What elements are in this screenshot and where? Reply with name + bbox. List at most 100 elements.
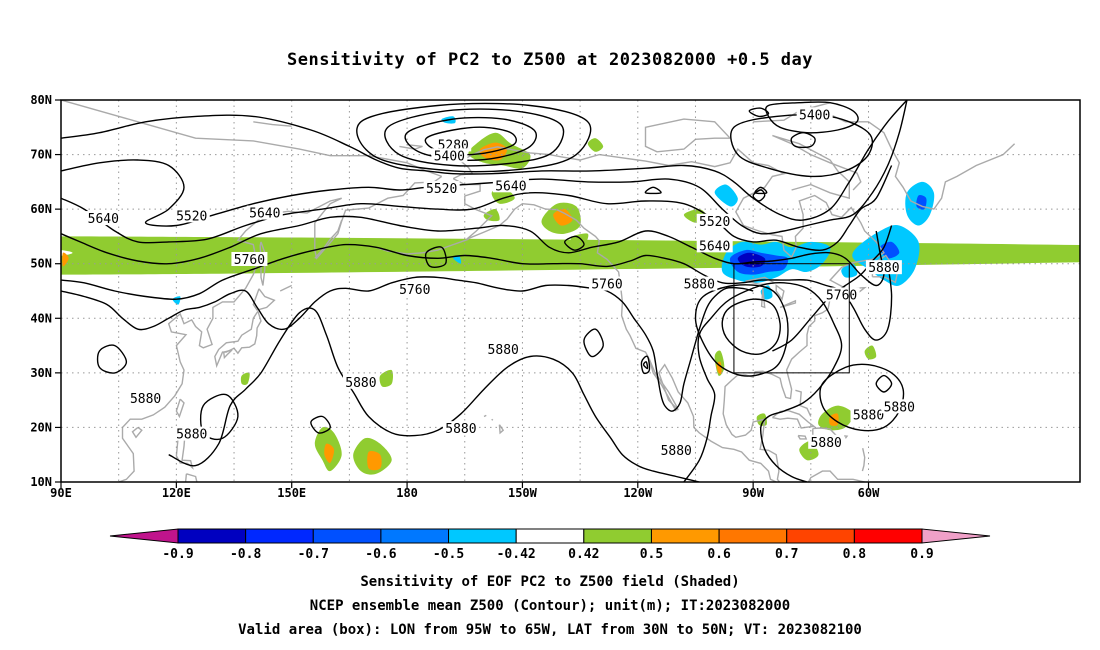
z500-contour-line — [424, 246, 447, 268]
contour-label: 5400 — [799, 108, 830, 123]
colorbar-swatch — [177, 528, 247, 544]
contour-label: 5880 — [868, 261, 899, 276]
lat-tick-label: 30N — [30, 366, 52, 380]
contour-label-bg — [435, 137, 472, 152]
contour-label-bg — [492, 178, 529, 193]
contour-label: 5880 — [130, 392, 161, 407]
coastline — [644, 118, 731, 153]
coastline — [452, 177, 777, 482]
colorbar-label: -0.9 — [162, 547, 193, 562]
z500-contour-line — [694, 284, 789, 377]
map-frame — [60, 99, 1081, 483]
negative-sensitivity-area — [172, 296, 181, 305]
lat-tick-label: 70N — [30, 148, 52, 162]
coastline — [452, 146, 885, 482]
contour-label: 5880 — [488, 343, 519, 358]
coastline — [491, 418, 494, 421]
contour-label-bg — [881, 399, 918, 414]
coastline — [61, 100, 442, 178]
lon-tick-label: 60W — [858, 486, 880, 500]
colorbar-swatch — [448, 528, 517, 544]
caption-line-2: NCEP ensemble mean Z500 (Contour); unit(… — [309, 598, 791, 614]
coastline — [314, 219, 343, 259]
z500-contour-line — [384, 108, 565, 167]
positive-sensitivity-core — [553, 208, 573, 226]
graticule — [61, 100, 1080, 482]
contour-label-bg — [589, 276, 626, 291]
z500-contour-line — [564, 235, 585, 251]
coastlines — [61, 100, 1016, 482]
lat-tick-label: 40N — [30, 311, 52, 325]
contour-label-bg — [173, 426, 210, 441]
negative-sensitivity-area — [714, 184, 738, 207]
coastline — [648, 359, 677, 412]
sensitivity-shading — [61, 116, 1080, 475]
colorbar-label: -0.8 — [230, 547, 261, 562]
contour-label-bg — [442, 421, 479, 436]
longitude-axis: 90E 120E 150E 180 150W 120W 90W 60W — [50, 482, 880, 500]
contour-label-bg — [796, 107, 833, 122]
colorbar-swatch — [650, 528, 720, 544]
contour-label-bg — [127, 391, 164, 406]
z500-contour-line — [644, 186, 662, 195]
contour-label-bg — [681, 276, 718, 291]
z500-contour-line — [310, 415, 331, 434]
colorbar-swatch — [786, 528, 855, 544]
colorbar: -0.9 -0.8 -0.7 -0.6 -0.5 -0.42 0.42 0.5 0.6 0.7 0.… — [109, 528, 991, 562]
z500-contour-line — [721, 298, 781, 356]
z500-contour-line — [642, 361, 649, 370]
contour-label: 5640 — [88, 212, 119, 227]
z500-contour-line — [875, 374, 893, 393]
lon-tick-label: 180 — [396, 486, 418, 500]
contour-label-bg — [850, 407, 887, 422]
latitude-axis: 80N 70N 60N 50N 40N 30N 20N 10N — [30, 93, 61, 489]
contour-label-bg — [342, 374, 379, 389]
z500-contour-line — [748, 107, 770, 118]
z500-contour-line — [96, 344, 128, 374]
colorbar-label: 0.8 — [843, 547, 867, 562]
z500-contour-line — [356, 102, 592, 173]
contour-label: 5880 — [176, 428, 207, 443]
coastline — [498, 424, 505, 435]
coastline — [253, 121, 292, 127]
contour-label: 5880 — [661, 444, 692, 459]
contour-label-bg — [85, 211, 122, 226]
colorbar-label: -0.7 — [298, 547, 329, 562]
contour-label: 5760 — [234, 253, 265, 268]
colorbar-label: -0.5 — [433, 547, 464, 562]
colorbar-swatch — [380, 528, 450, 544]
colorbar-label: 0.42 — [568, 547, 599, 562]
valid-area-box — [733, 263, 850, 374]
coastline — [797, 434, 808, 440]
contour-label-bg — [231, 251, 268, 266]
positive-sensitivity-area — [240, 372, 250, 385]
page-title: Sensitivity of PC2 to Z500 at 2023082000… — [286, 50, 813, 70]
z500-contour-line — [61, 100, 908, 221]
negative-sensitivity-mid — [916, 195, 927, 210]
contour-label: 5880 — [811, 436, 842, 451]
contour-label: 5880 — [853, 409, 884, 424]
coastline — [822, 110, 1016, 210]
coastline — [861, 448, 866, 472]
colorbar-swatch — [515, 528, 585, 544]
z500-contour-line — [583, 328, 604, 358]
contour-label-bg — [808, 434, 845, 449]
negative-sensitivity-area — [453, 255, 462, 264]
contour-label-bg — [696, 213, 733, 228]
z500-contour-line — [772, 225, 893, 352]
contour-label-bg — [396, 282, 433, 296]
colorbar-high-extension — [921, 528, 991, 544]
positive-sensitivity-core — [367, 451, 382, 471]
contour-label: 5640 — [699, 239, 730, 254]
colorbar-label: 0.9 — [910, 547, 933, 562]
positive-sensitivity-core — [62, 252, 69, 267]
coastline — [279, 284, 293, 292]
z500-contour-line — [754, 186, 768, 195]
lon-tick-label: 150W — [508, 486, 538, 500]
z500-contour-line — [61, 276, 754, 412]
contour-label: 5760 — [399, 283, 430, 298]
lat-tick-label: 50N — [30, 257, 52, 271]
contour-label-bg — [658, 442, 695, 457]
contour-label-bg — [485, 342, 522, 357]
